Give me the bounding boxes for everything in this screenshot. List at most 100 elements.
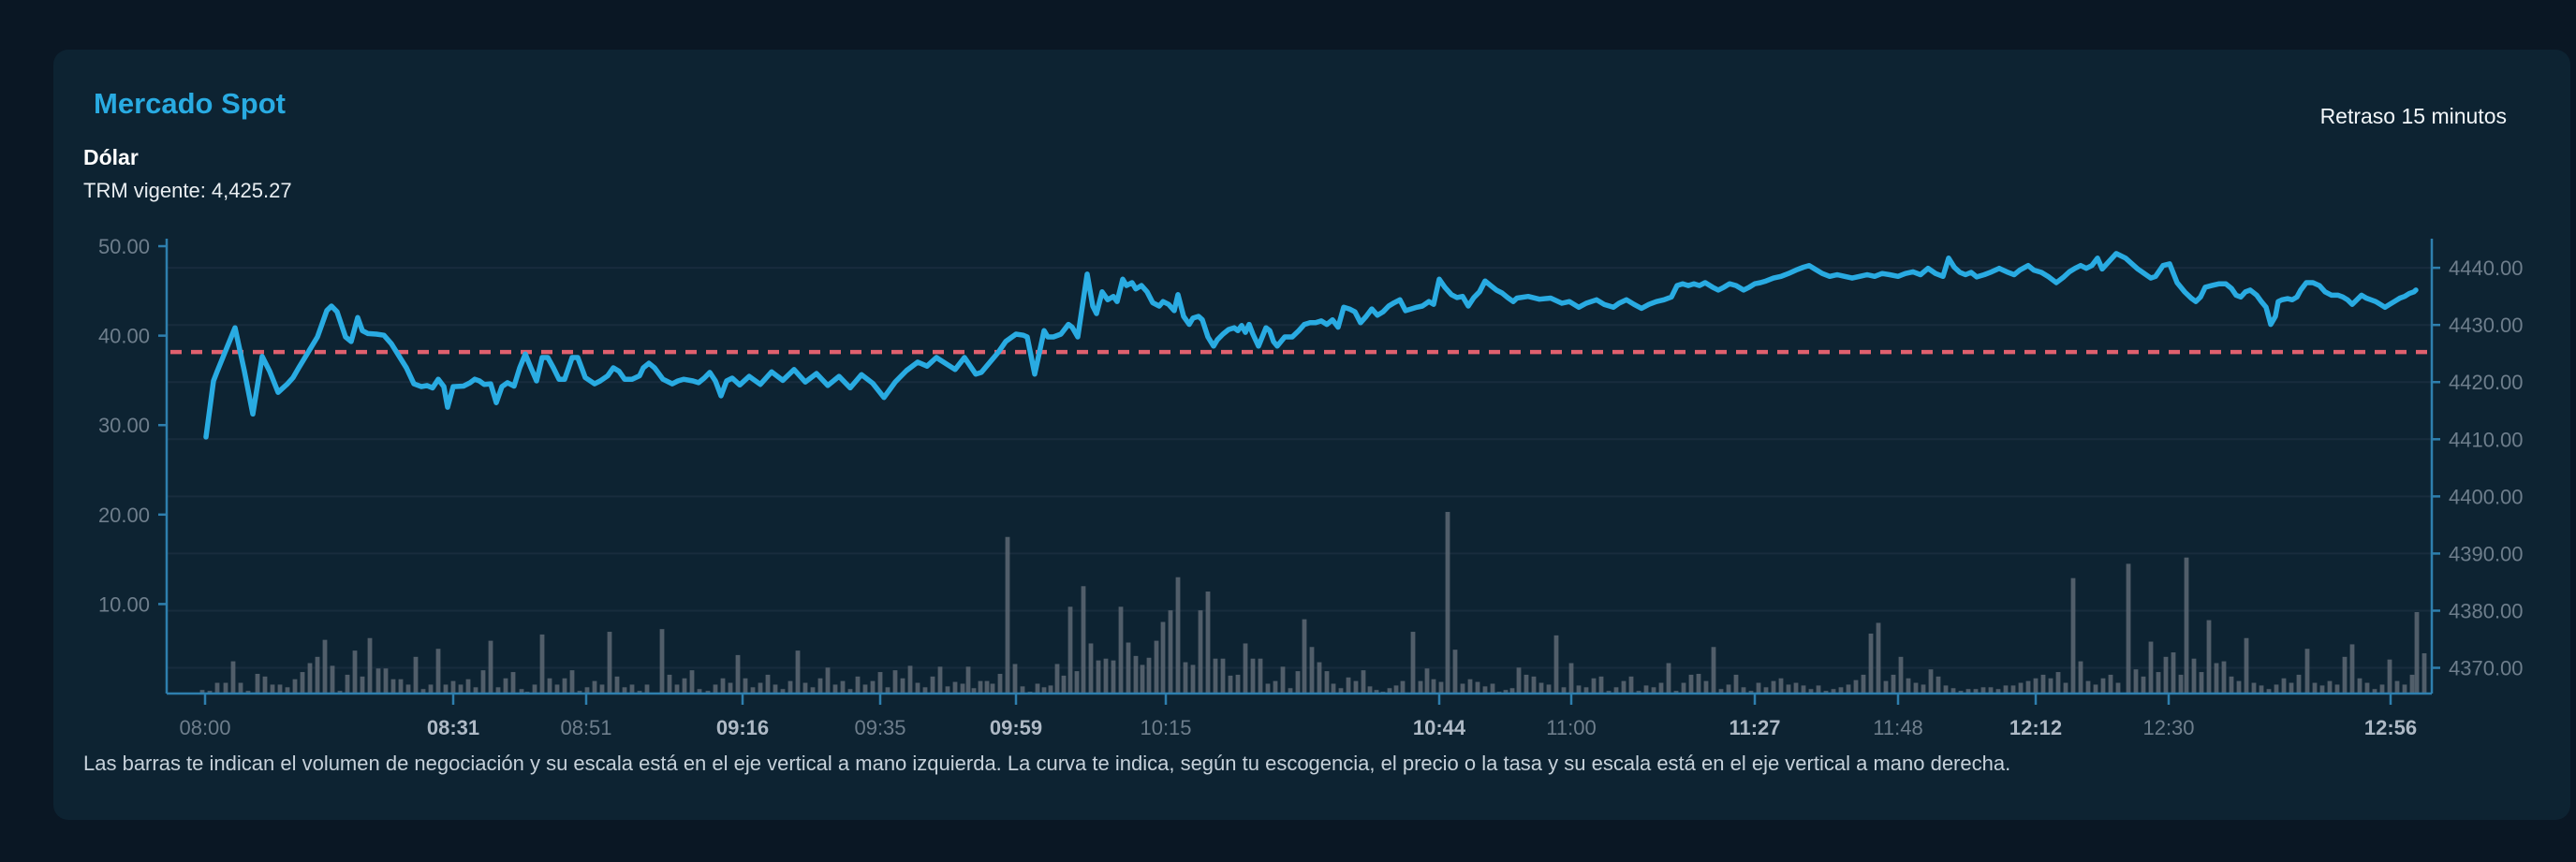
volume-bar [2126,563,2131,694]
volume-bar [667,674,672,694]
volume-bar [1160,621,1166,694]
volume-bar [1673,691,1679,694]
volume-bar [1445,511,1450,694]
volume-bar [214,682,220,694]
volume-bar [592,680,597,694]
volume-bar [532,684,537,694]
volume-bar [1295,671,1301,694]
volume-bar [735,654,741,694]
volume-bar [1387,688,1392,694]
volume-bar [2236,680,2242,694]
volume-bar [1793,682,1799,694]
volume-bar [2289,682,2294,694]
right-axis-tick-label: 4370.00 [2449,657,2524,680]
volume-bar [2040,674,2046,694]
volume-bar [292,679,298,694]
volume-bar [307,663,313,694]
volume-bar [1546,684,1552,694]
volume-bar [855,676,861,694]
volume-bar [728,682,733,694]
volume-bar [1126,642,1131,694]
volume-bar [1531,676,1537,694]
volume-bar [2274,684,2279,694]
volume-bar [1876,622,1881,694]
volume-bar [1154,640,1159,694]
volume-bar [1891,674,1896,694]
volume-bar [1823,691,1829,694]
volume-bar [1067,606,1073,694]
volume-bar [1280,666,1286,694]
volume-bar [398,679,404,694]
volume-bar [2229,676,2234,694]
volume-bar [1503,690,1509,694]
x-axis-tick-label: 09:16 [716,716,769,739]
volume-bar [1258,658,1263,694]
volume-bar [2171,652,2176,694]
volume-bar [2394,680,2400,694]
volume-bar [892,670,898,694]
volume-bar [1088,643,1094,694]
volume-bar [277,684,283,694]
volume-bar [562,678,567,694]
volume-bar [758,682,763,694]
volume-bar [1756,682,1761,694]
volume-bar [2414,612,2420,694]
chart-caption: Las barras te indican el volumen de nego… [83,752,2011,775]
x-axis-tick-label: 12:30 [2142,716,2194,739]
volume-bar [2364,682,2370,694]
volume-bar [1490,683,1495,694]
volume-bar [1973,689,1979,694]
right-axis-tick-label: 4390.00 [2449,542,2524,565]
volume-bar [1438,681,1444,694]
volume-bar [945,686,950,694]
volume-bar [1005,536,1010,694]
volume-bar [1140,665,1145,694]
volume-bar [900,678,905,694]
volume-bar [223,682,228,694]
volume-bar [907,665,913,694]
volume-bar [1636,691,1641,694]
volume-bar [1273,680,1278,694]
volume-bar [337,691,343,694]
volume-bar [375,668,381,694]
volume-bar [465,679,471,694]
volume-bar [1235,674,1241,694]
x-axis-tick-label: 09:59 [990,716,1042,739]
volume-bar [832,684,838,694]
volume-bar [1393,685,1399,694]
volume-bar [1418,680,1423,694]
volume-bar [352,650,358,694]
volume-bar [1228,675,1233,694]
volume-bar [1175,577,1181,694]
volume-bar [245,691,251,694]
volume-bar [1868,633,1874,694]
volume-bar [1103,658,1109,694]
volume-bar [428,684,434,694]
volume-bar [1576,685,1582,694]
volume-bar [2334,684,2340,694]
volume-bar [1711,647,1716,694]
volume-bar [2178,674,2184,694]
volume-bar [1054,664,1060,694]
volume-bar [519,689,524,694]
volume-bar [2033,678,2039,694]
volume-bar [847,689,853,694]
volume-bar [2379,684,2385,694]
volume-bar [1205,592,1211,694]
volume-bar [1190,665,1196,694]
volume-bar [238,682,243,694]
volume-bar [1995,689,2001,694]
volume-bar [1643,685,1649,694]
volume-bar [629,684,635,694]
volume-bar [510,672,516,694]
volume-bar [697,689,702,694]
volume-bar [2191,658,2197,694]
volume-bar [1324,671,1330,694]
x-axis-tick-label: 08:31 [427,716,479,739]
volume-bar [1168,610,1173,694]
volume-bar [1621,680,1627,694]
volume-bar [435,649,441,694]
volume-bar [2018,682,2024,694]
volume-bar [1583,687,1589,694]
